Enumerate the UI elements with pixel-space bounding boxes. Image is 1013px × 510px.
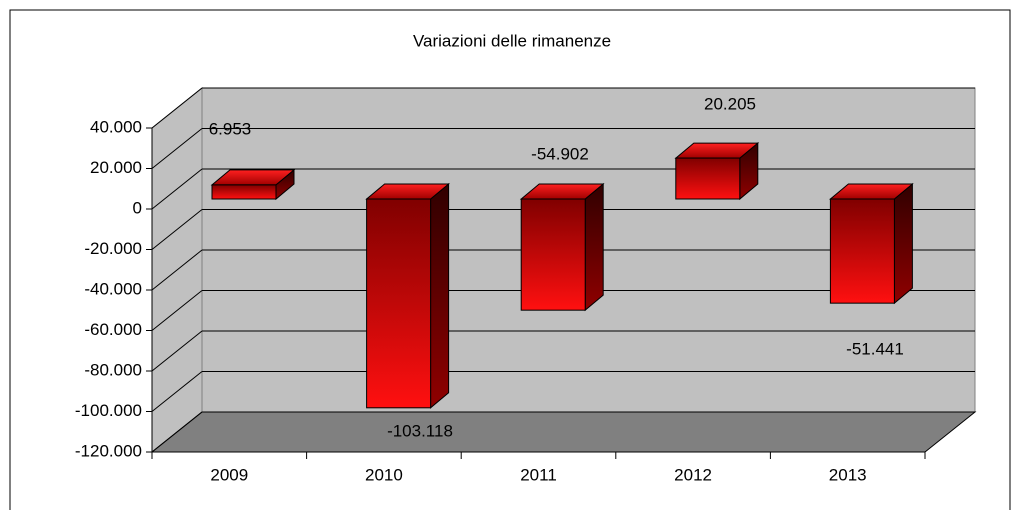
data-label: -51.441 bbox=[846, 339, 904, 358]
y-tick-label: -80.000 bbox=[84, 360, 142, 379]
x-tick-label: 2012 bbox=[674, 465, 712, 484]
grid-line bbox=[151, 290, 203, 331]
y-tick-label: -120.000 bbox=[75, 441, 142, 460]
data-label: -54.902 bbox=[531, 144, 589, 163]
y-tick-label: -60.000 bbox=[84, 320, 142, 339]
y-tick-label: 20.000 bbox=[90, 158, 142, 177]
y-tick-label: 0 bbox=[133, 198, 142, 217]
bar bbox=[675, 157, 741, 200]
x-tick-label: 2009 bbox=[210, 465, 248, 484]
grid-line bbox=[151, 168, 203, 210]
grid-line bbox=[151, 128, 203, 169]
bar-side bbox=[430, 182, 450, 409]
bar bbox=[520, 198, 586, 311]
bar bbox=[366, 198, 432, 409]
x-tick-label: 2010 bbox=[365, 465, 403, 484]
grid-line bbox=[151, 371, 203, 412]
grid-line bbox=[151, 209, 203, 250]
chart-title: Variazioni delle rimanenze bbox=[413, 31, 611, 50]
bar-side bbox=[584, 182, 604, 312]
y-tick-label: -20.000 bbox=[84, 239, 142, 258]
grid-line bbox=[151, 87, 203, 129]
floor bbox=[150, 411, 977, 453]
y-tick-label: -100.000 bbox=[75, 401, 142, 420]
data-label: 20.205 bbox=[704, 94, 756, 113]
x-tick-label: 2013 bbox=[829, 465, 867, 484]
bar bbox=[829, 198, 895, 304]
data-label: 6.953 bbox=[209, 119, 252, 138]
bar bbox=[211, 184, 277, 200]
grid-line bbox=[151, 249, 203, 291]
x-tick-label: 2011 bbox=[520, 465, 557, 484]
grid-line bbox=[151, 411, 203, 453]
grid-line bbox=[151, 330, 203, 372]
y-tick-label: -40.000 bbox=[84, 279, 142, 298]
bar-side bbox=[893, 182, 913, 305]
y-tick-label: 40.000 bbox=[90, 117, 142, 136]
data-label: -103.118 bbox=[387, 421, 453, 440]
